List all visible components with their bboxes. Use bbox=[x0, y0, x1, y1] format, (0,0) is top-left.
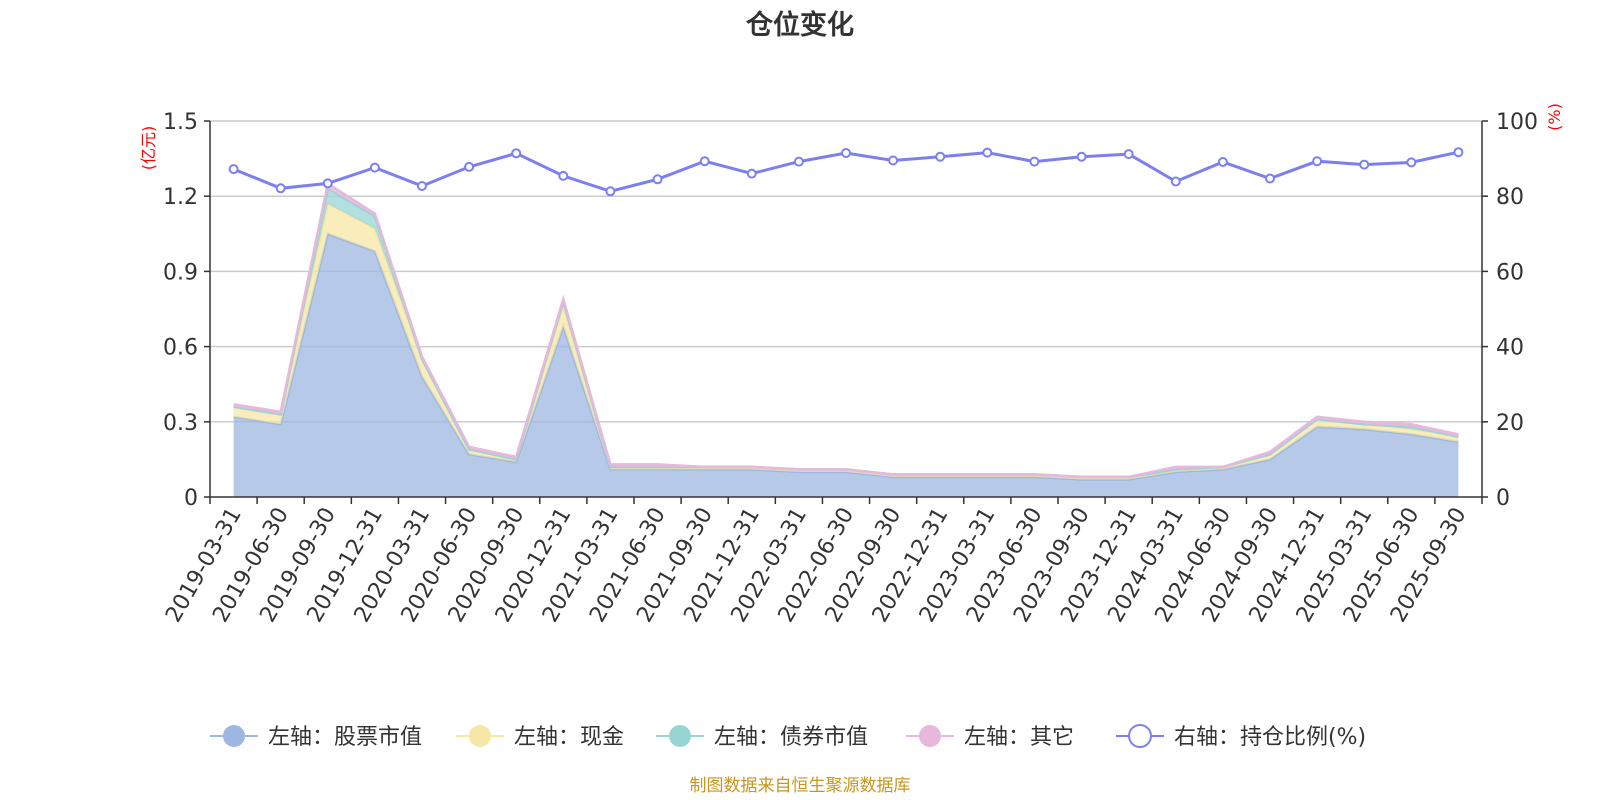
right-axis-unit: (%) bbox=[1545, 103, 1564, 131]
ratio-point bbox=[464, 161, 475, 172]
ratio-point bbox=[652, 174, 663, 185]
ratio-point bbox=[228, 164, 239, 175]
ratio-point bbox=[1265, 173, 1275, 184]
legend-item[interactable]: 右轴：持仓比例(%) bbox=[1116, 724, 1366, 750]
right-tick-label: 0 bbox=[1496, 486, 1510, 511]
legend-label: 左轴：股票市值 bbox=[268, 725, 422, 750]
legend-label: 左轴：现金 bbox=[514, 725, 624, 750]
ratio-point bbox=[1170, 176, 1181, 187]
right-tick-label: 40 bbox=[1496, 336, 1524, 361]
ratio-line bbox=[228, 147, 1464, 197]
left-axis-unit: (亿元) bbox=[139, 126, 158, 171]
area-band bbox=[233, 188, 1459, 477]
ratio-point bbox=[793, 156, 804, 167]
left-tick-label: 0.3 bbox=[163, 411, 198, 436]
area-band bbox=[233, 203, 1459, 480]
legend-item[interactable]: 左轴：债券市值 bbox=[656, 725, 868, 750]
ratio-point bbox=[746, 168, 757, 179]
ratio-point bbox=[511, 148, 522, 159]
legend-marker bbox=[223, 725, 245, 747]
ratio-point bbox=[322, 178, 333, 189]
left-tick-label: 0.6 bbox=[163, 336, 198, 361]
left-tick-label: 1.5 bbox=[163, 110, 198, 135]
ratio-point bbox=[1359, 159, 1370, 170]
legend-marker bbox=[919, 725, 941, 747]
ratio-point bbox=[888, 155, 899, 166]
ratio-point bbox=[1123, 149, 1134, 160]
legend-item[interactable]: 左轴：其它 bbox=[906, 725, 1074, 750]
area-top-line bbox=[233, 181, 1459, 479]
stacked-areas bbox=[233, 181, 1459, 498]
source-note: 制图数据来自恒生聚源数据库 bbox=[690, 776, 911, 796]
ratio-point bbox=[558, 170, 569, 181]
ratio-point bbox=[1406, 157, 1417, 168]
ratio-point bbox=[982, 147, 993, 158]
left-tick-label: 0.9 bbox=[163, 260, 198, 285]
left-tick-label: 0 bbox=[184, 486, 198, 511]
legend-item[interactable]: 左轴：股票市值 bbox=[210, 725, 422, 750]
ratio-point bbox=[935, 151, 946, 162]
right-tick-label: 80 bbox=[1496, 185, 1524, 210]
ratio-point bbox=[275, 183, 286, 194]
area-band bbox=[233, 233, 1459, 498]
left-tick-label: 1.2 bbox=[163, 185, 198, 210]
chart-title: 仓位变化 bbox=[745, 9, 854, 41]
ratio-point bbox=[1217, 157, 1228, 167]
legend-label: 左轴：债券市值 bbox=[714, 725, 868, 750]
right-tick-label: 60 bbox=[1496, 260, 1524, 285]
legend[interactable]: 左轴：股票市值 左轴：现金 左轴：债券市值 左轴：其它 右轴：持仓比例(%) bbox=[210, 724, 1366, 750]
right-tick-label: 100 bbox=[1496, 110, 1538, 135]
legend-item[interactable]: 左轴：现金 bbox=[456, 725, 624, 750]
ratio-point bbox=[1453, 147, 1464, 158]
ratio-point bbox=[1312, 156, 1323, 167]
ratio-point bbox=[417, 181, 427, 191]
ratio-point bbox=[841, 148, 851, 158]
ratio-point bbox=[605, 186, 616, 197]
legend-marker bbox=[1128, 724, 1152, 748]
legend-label: 右轴：持仓比例(%) bbox=[1174, 725, 1366, 750]
right-tick-label: 20 bbox=[1496, 411, 1524, 436]
ratio-point bbox=[369, 162, 380, 173]
ratio-point bbox=[1076, 151, 1087, 162]
ratio-point bbox=[699, 156, 710, 167]
gridlines bbox=[210, 120, 1482, 423]
ratio-point bbox=[1029, 156, 1040, 167]
legend-marker bbox=[469, 725, 491, 747]
legend-label: 左轴：其它 bbox=[964, 725, 1074, 750]
legend-marker bbox=[669, 725, 691, 747]
